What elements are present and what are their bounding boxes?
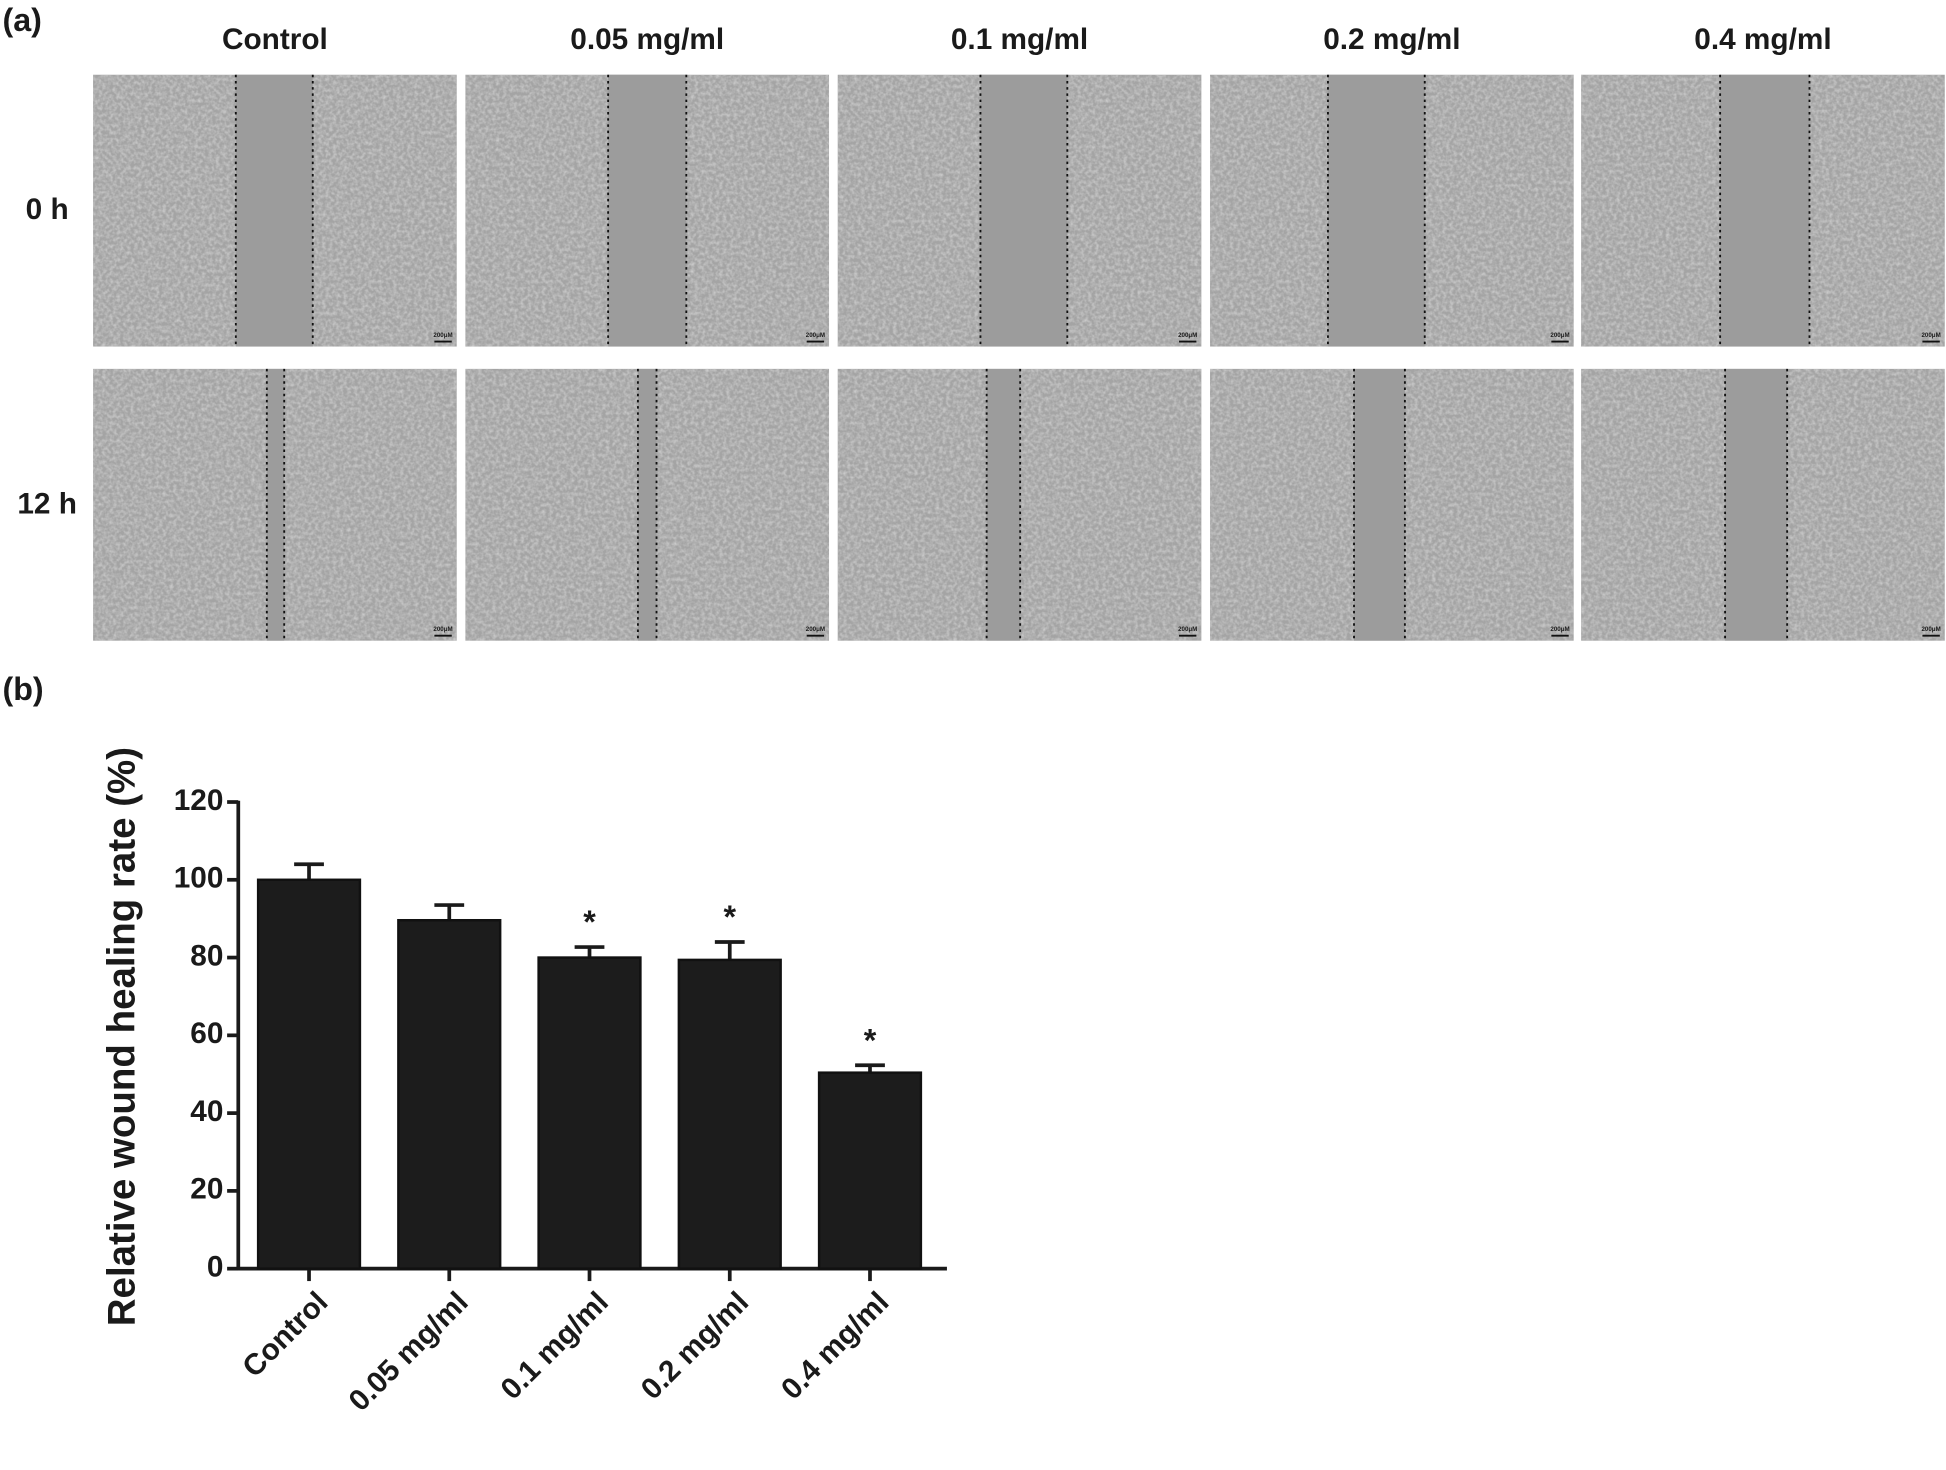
row-label: 0 h [26,193,69,226]
x-tick-label: 0.1 mg/ml [494,1286,614,1406]
cell-texture [312,74,457,347]
scale-bar-label: 200μM [806,332,825,339]
scale-bar-label: 200μM [1178,626,1197,633]
wound-gap [1327,74,1425,347]
scale-bar-label: 200μM [433,332,452,339]
cell-texture [93,74,236,347]
significance-label: * [583,904,596,940]
x-tick-label: 0.4 mg/ml [775,1286,895,1406]
column-label: 0.05 mg/ml [570,23,724,56]
scale-bar-label: 200μM [1921,332,1940,339]
y-tick-label: 80 [190,939,223,972]
bar [256,878,362,1270]
cell-texture [465,74,609,347]
scale-bar-label: 200μM [1550,626,1569,633]
column-label: 0.4 mg/ml [1694,23,1831,56]
cell-texture [1404,368,1574,641]
cell-texture [1020,368,1202,641]
x-tick-label: Control [236,1286,334,1384]
column-label: 0.1 mg/ml [951,23,1088,56]
cell-texture [837,74,981,347]
cell-texture [1787,368,1945,641]
cell-texture [465,368,638,641]
scale-bar-label: 200μM [433,626,452,633]
wound-gap [1725,368,1788,641]
cell-texture [1581,74,1721,347]
cell-texture [686,74,830,347]
y-tick-label: 60 [190,1017,223,1050]
cell-texture [1809,74,1945,347]
panel-label: (b) [2,671,43,707]
y-tick-label: 120 [174,784,224,817]
scale-bar-label: 200μM [1550,332,1569,339]
panel-label: (a) [2,2,41,38]
scale-bar-label: 200μM [806,626,825,633]
cell-texture [93,368,267,641]
cell-texture [837,368,987,641]
cell-texture [284,368,457,641]
x-tick-label: 0.2 mg/ml [635,1286,755,1406]
bar [677,958,782,1270]
bar [397,918,502,1270]
cell-texture [1581,368,1726,641]
cell-texture [656,368,830,641]
x-tick-label: 0.05 mg/ml [343,1286,475,1418]
y-tick-label: 40 [190,1095,223,1128]
bar [537,956,642,1270]
cell-texture [1210,74,1328,347]
scale-bar-label: 200μM [1921,626,1940,633]
scale-bar-label: 200μM [1178,332,1197,339]
wound-gap [980,74,1068,347]
wound-gap [1720,74,1810,347]
bar [817,1071,923,1270]
wound-gap [608,74,687,347]
wound-gap [986,368,1021,641]
wound-gap [637,368,657,641]
cell-texture [1424,74,1574,347]
y-axis-label: Relative wound healing rate (%) [100,747,143,1326]
y-tick-label: 20 [190,1173,223,1206]
y-tick-label: 100 [174,862,224,895]
row-label: 12 h [17,487,77,520]
significance-label: * [723,899,736,935]
cell-texture [1067,74,1202,347]
y-tick-label: 0 [207,1251,224,1284]
wound-gap [266,368,285,641]
significance-label: * [864,1022,877,1058]
column-label: Control [222,23,328,56]
wound-gap [1354,368,1405,641]
wound-gap [235,74,313,347]
cell-texture [1210,368,1355,641]
column-label: 0.2 mg/ml [1323,23,1460,56]
